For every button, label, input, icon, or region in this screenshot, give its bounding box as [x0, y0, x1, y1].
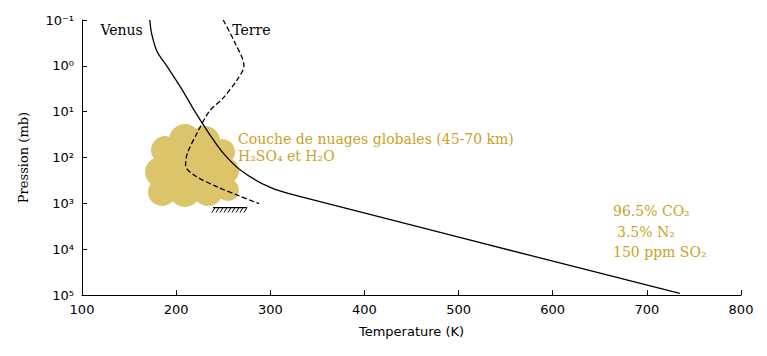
svg-text:800: 800	[729, 302, 754, 317]
svg-text:Venus: Venus	[99, 22, 142, 38]
svg-text:10⁴: 10⁴	[52, 242, 74, 257]
svg-text:200: 200	[164, 302, 189, 317]
svg-text:10¹: 10¹	[52, 104, 74, 119]
svg-text:700: 700	[634, 302, 659, 317]
svg-text:10⁻¹: 10⁻¹	[45, 13, 74, 28]
svg-text:10³: 10³	[52, 196, 74, 211]
svg-text:H₂SO₄ et H₂O: H₂SO₄ et H₂O	[238, 148, 335, 164]
svg-text:300: 300	[258, 302, 283, 317]
svg-text:3.5% N₂: 3.5% N₂	[617, 224, 675, 240]
svg-text:Terre: Terre	[232, 22, 270, 38]
svg-text:Pression (mb): Pression (mb)	[16, 112, 31, 203]
svg-text:96.5% CO₂: 96.5% CO₂	[613, 203, 690, 219]
svg-text:400: 400	[352, 302, 377, 317]
svg-text:150 ppm SO₂: 150 ppm SO₂	[613, 244, 707, 260]
svg-text:100: 100	[70, 302, 95, 317]
svg-text:Temperature (K): Temperature (K)	[358, 324, 464, 339]
svg-text:10⁵: 10⁵	[52, 288, 74, 303]
svg-text:10⁰: 10⁰	[52, 58, 74, 73]
svg-text:10²: 10²	[52, 150, 74, 165]
svg-text:600: 600	[540, 302, 565, 317]
svg-text:Couche de nuages globales (45-: Couche de nuages globales (45-70 km)	[238, 131, 514, 147]
svg-text:500: 500	[446, 302, 471, 317]
